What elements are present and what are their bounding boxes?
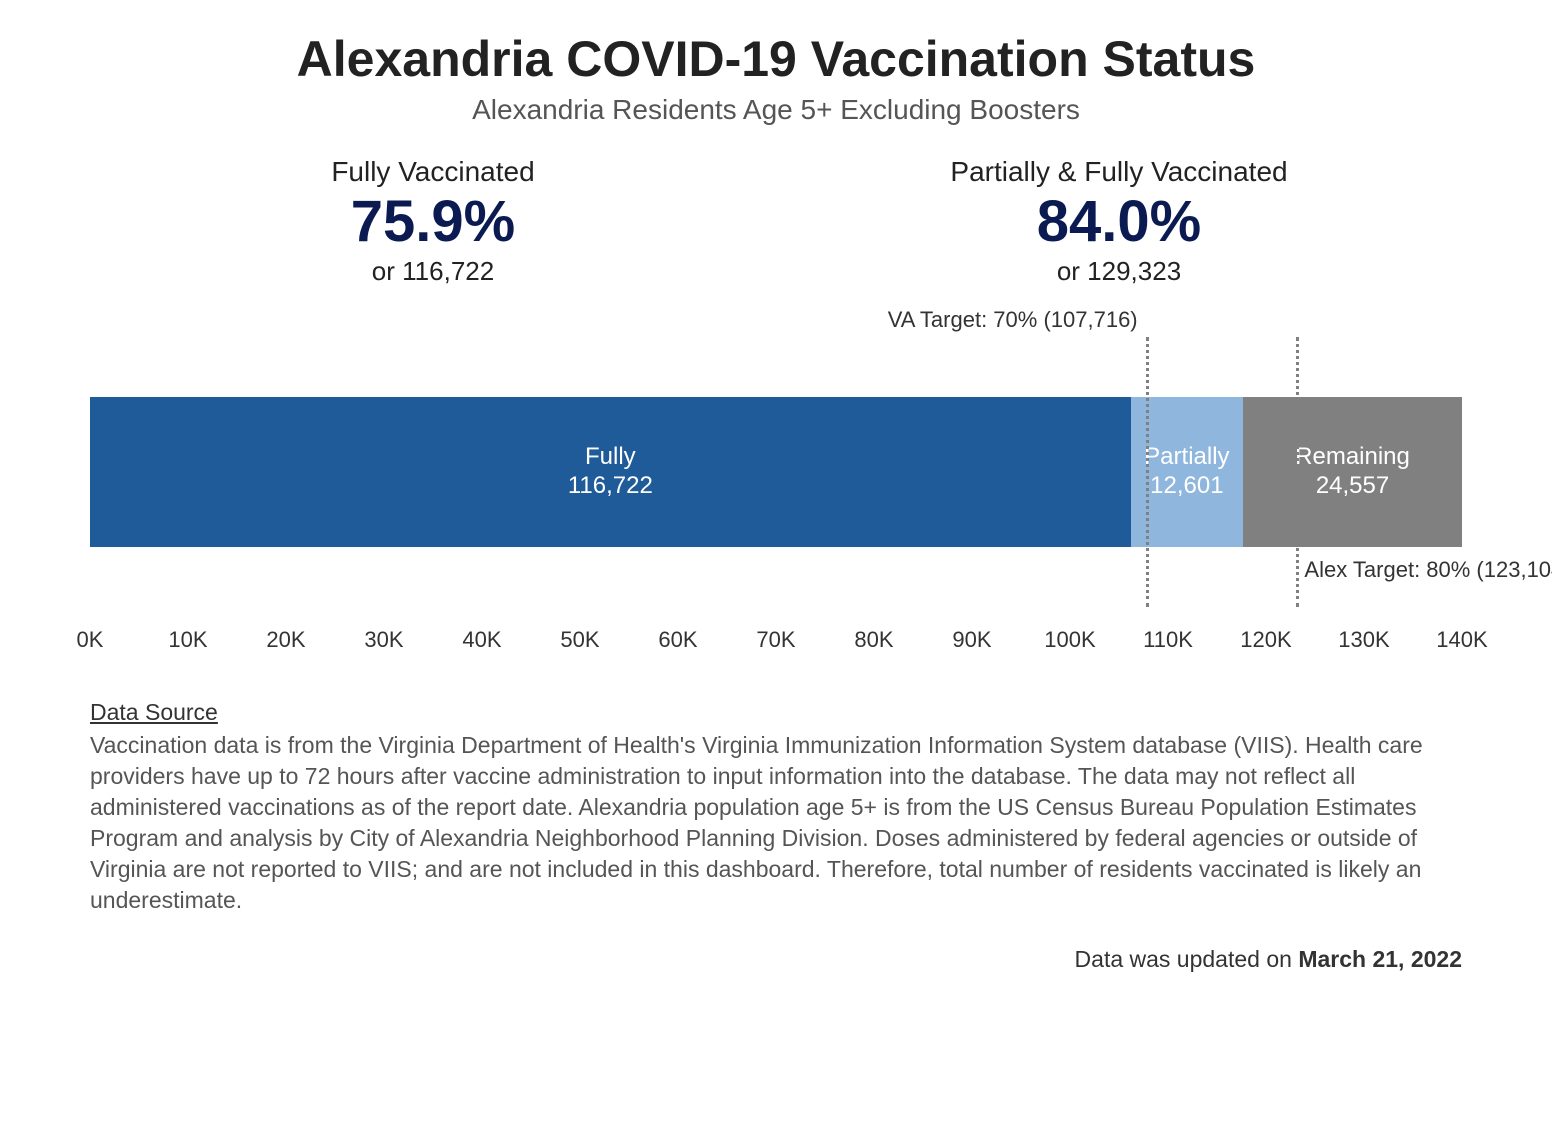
axis-tick: 110K [1143, 627, 1193, 653]
stat-fully-percent: 75.9% [90, 190, 776, 254]
stat-partial-full: Partially & Fully Vaccinated 84.0% or 12… [776, 156, 1462, 287]
axis-tick: 0K [77, 627, 104, 653]
axis-tick: 130K [1338, 627, 1389, 653]
vaccination-bar-chart: Fully116,722 Partially12,601 Remaining24,5… [90, 307, 1462, 667]
bar-segment-remaining-value: 24,557 [1316, 472, 1389, 501]
target-label-va: VA Target: 70% (107,716) [888, 307, 1146, 333]
updated-line: Data was updated on March 21, 2022 [90, 946, 1462, 973]
stat-fully: Fully Vaccinated 75.9% or 116,722 [90, 156, 776, 287]
bar-segment-remaining: Remaining24,557 [1243, 397, 1462, 547]
axis-tick: 100K [1044, 627, 1095, 653]
axis-tick: 80K [854, 627, 893, 653]
page-title: Alexandria COVID-19 Vaccination Status [90, 30, 1462, 88]
bar-segment-fully-label: Fully [585, 443, 636, 472]
page-subtitle: Alexandria Residents Age 5+ Excluding Bo… [90, 94, 1462, 126]
axis-tick: 20K [266, 627, 305, 653]
target-line-va [1146, 337, 1149, 607]
bar-segment-fully-value: 116,722 [568, 472, 653, 501]
axis-tick: 50K [560, 627, 599, 653]
bar-track: Fully116,722 Partially12,601 Remaining24,5… [90, 397, 1462, 547]
stats-row: Fully Vaccinated 75.9% or 116,722 Partia… [90, 156, 1462, 287]
bar-segment-partially-value: 12,601 [1150, 472, 1223, 501]
axis-tick: 30K [364, 627, 403, 653]
axis-tick: 40K [462, 627, 501, 653]
axis-tick: 10K [168, 627, 207, 653]
data-source-body: Vaccination data is from the Virginia De… [90, 730, 1462, 916]
axis-tick: 90K [952, 627, 991, 653]
updated-date: March 21, 2022 [1298, 946, 1462, 972]
stat-fully-label: Fully Vaccinated [90, 156, 776, 188]
axis-tick: 120K [1240, 627, 1291, 653]
data-source-heading: Data Source [90, 697, 1462, 728]
data-source-block: Data Source Vaccination data is from the… [90, 697, 1462, 916]
stat-partial-full-count: or 129,323 [776, 256, 1462, 287]
bar-segment-remaining-label: Remaining [1295, 443, 1410, 472]
stat-partial-full-percent: 84.0% [776, 190, 1462, 254]
stat-fully-count: or 116,722 [90, 256, 776, 287]
bar-segment-fully: Fully116,722 [90, 397, 1131, 547]
axis-tick: 60K [658, 627, 697, 653]
bar-segment-partially-label: Partially [1144, 443, 1229, 472]
target-label-alex: Alex Target: 80% (123,104) [1296, 557, 1552, 583]
axis-tick: 70K [756, 627, 795, 653]
stat-partial-full-label: Partially & Fully Vaccinated [776, 156, 1462, 188]
axis-tick: 140K [1436, 627, 1487, 653]
updated-prefix: Data was updated on [1075, 946, 1299, 972]
